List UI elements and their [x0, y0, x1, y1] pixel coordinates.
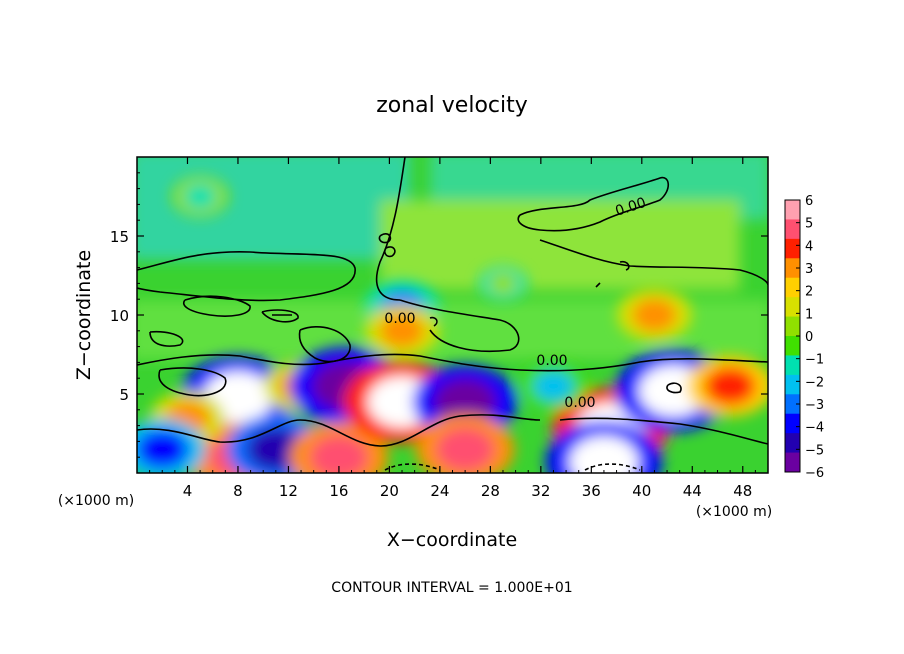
anomaly-core: [704, 366, 756, 406]
contour-line: [261, 309, 299, 323]
colorbar-tick-label: 6: [805, 194, 813, 209]
anomaly-core: [435, 427, 495, 472]
x-tick-label: 12: [279, 482, 298, 500]
colorbar-tick-label: 3: [805, 262, 813, 277]
y-axis: 5 10 15: [110, 172, 768, 458]
x-tick-label: 24: [430, 482, 449, 500]
y-tick-label: 10: [110, 307, 129, 325]
contour-line: [384, 246, 396, 258]
colorbar-tick-label: −6: [805, 466, 824, 481]
colorbar-segment: [785, 452, 800, 473]
colorbar-segment: [785, 200, 800, 220]
x-axis-label: X−coordinate: [387, 529, 517, 551]
contour-line: [619, 260, 630, 271]
anomaly-core: [434, 378, 497, 426]
x-tick-label: 8: [233, 482, 243, 500]
contour-line: [298, 326, 351, 363]
contour-line: [584, 463, 641, 471]
colorbar-segment: [785, 297, 800, 318]
velocity-anomalies: [137, 176, 768, 473]
colorbar-segment: [785, 277, 800, 298]
contour-line: [149, 330, 184, 347]
contour-line: [666, 382, 682, 394]
x-tick-label: 4: [183, 482, 193, 500]
contour-line: [378, 233, 392, 244]
anomaly-core: [533, 370, 574, 402]
x-tick-label: 28: [481, 482, 500, 500]
y-axis-label: Z−coordinate: [73, 250, 95, 380]
anomaly-core: [183, 184, 217, 209]
contour-line: [595, 282, 601, 288]
anomaly-core: [632, 298, 677, 332]
colorbar-tick-label: 0: [805, 330, 813, 345]
x-tick-label: 20: [380, 482, 399, 500]
x-tick-label: 44: [683, 482, 702, 500]
contour-line: [375, 157, 406, 301]
anomaly-core: [380, 314, 425, 348]
x-tick-label: 32: [531, 482, 550, 500]
plot-field: 0.00 0.00 0.00 0.00: [137, 157, 768, 473]
x-unit-left: (×1000 m): [58, 493, 134, 509]
colorbar-segment: [785, 394, 800, 415]
y-tick-label: 5: [119, 386, 129, 404]
colorbar-segment: [785, 433, 800, 454]
colorbar-segment: [785, 258, 800, 279]
colorbar-tick-label: 5: [805, 217, 813, 232]
contour-line: [399, 299, 520, 353]
colorbar-tick-label: 4: [805, 239, 813, 254]
colorbar-tick-label: −4: [805, 421, 824, 436]
contour-line: [158, 367, 227, 397]
x-axis: 4 8 12 16 20 24 28 32 36 40 44 48: [149, 157, 756, 500]
contour-interval-note: CONTOUR INTERVAL = 1.000E+01: [331, 580, 572, 596]
colorbar-segment: [785, 336, 800, 356]
colorbar-tick-label: −3: [805, 398, 824, 413]
colorbar: 6 5 4 3 2 1 0 −1 −2 −3 −4 −5 −6: [784, 194, 824, 481]
anomaly-core: [137, 430, 188, 469]
anomaly-core: [569, 435, 639, 473]
colorbar-segment: [785, 413, 800, 434]
contour-line: [539, 239, 768, 286]
colorbar-segment: [785, 355, 800, 376]
colorbar-tick-label: −2: [805, 375, 824, 390]
contour-line: [517, 176, 670, 232]
colorbar-tick-label: 1: [805, 307, 813, 322]
x-unit-right: (×1000 m): [696, 504, 772, 520]
zero-contours: [137, 157, 768, 471]
y-tick-label: 15: [110, 228, 129, 246]
contour-line: [137, 414, 541, 447]
x-tick-label: 40: [632, 482, 651, 500]
contour-label: 0.00: [564, 395, 595, 411]
contour-line: [559, 417, 768, 445]
colorbar-segment: [785, 374, 800, 395]
contour-line: [384, 463, 441, 471]
x-tick-label: 36: [582, 482, 601, 500]
colorbar-tick-label: −5: [805, 443, 824, 458]
x-tick-label: 16: [329, 482, 348, 500]
contour-line: [429, 316, 438, 327]
anomaly-core: [488, 272, 518, 294]
colorbar-tick-label: −1: [805, 353, 824, 368]
contour-label: 0.00: [536, 353, 567, 369]
contour-line: [183, 295, 251, 317]
chart-title: zonal velocity: [376, 93, 528, 118]
background-tint: [137, 157, 768, 360]
x-tick-label: 48: [733, 482, 752, 500]
colorbar-tick-label: 2: [805, 285, 813, 300]
colorbar-segment: [785, 238, 800, 259]
anomaly-core: [309, 435, 369, 473]
contour-line: [137, 250, 356, 302]
contour-label: 0.00: [384, 311, 415, 327]
colorbar-segment: [785, 219, 800, 240]
colorbar-segment: [785, 316, 800, 337]
contour-line: [137, 353, 768, 372]
